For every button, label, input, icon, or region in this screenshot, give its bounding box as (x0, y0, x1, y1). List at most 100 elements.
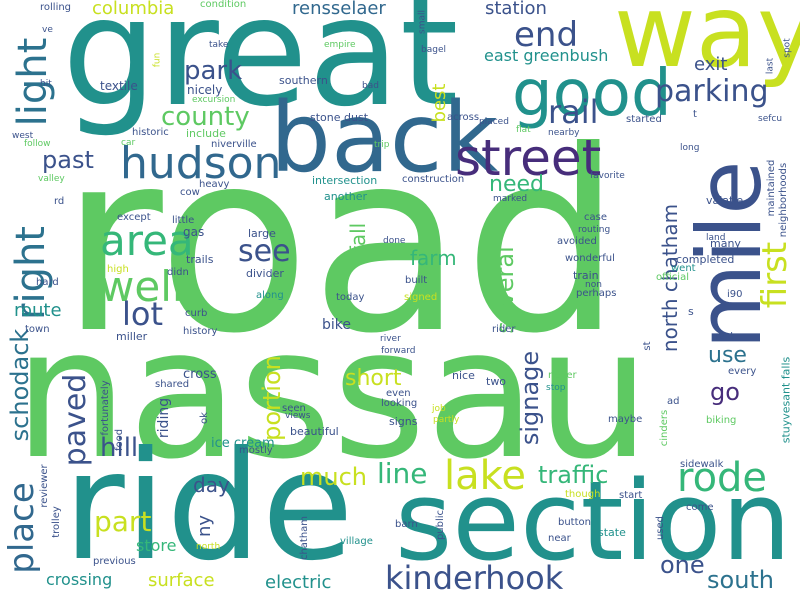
word-condition: condition (200, 0, 247, 10)
word-didn: didn (167, 267, 189, 278)
word-valley: valley (38, 174, 65, 184)
word-street: street (455, 129, 602, 187)
word-construction: construction (402, 174, 465, 185)
word-well: well (100, 262, 184, 311)
word-non: non (585, 280, 602, 290)
word-hard: hard (36, 277, 59, 288)
word-rail: rail (548, 93, 599, 131)
word-stuyvesant-falls: stuyvesant falls (779, 356, 793, 444)
word-placed: placed (479, 117, 509, 127)
word-hudson: hudson (120, 138, 282, 189)
word-rolling: rolling (40, 2, 72, 13)
word-large: large (248, 227, 276, 240)
word-park: park (184, 56, 243, 86)
word-sidewalk: sidewalk (680, 459, 724, 470)
word-go: go (710, 378, 740, 406)
word-valatie: valatie (706, 194, 744, 207)
word-biking: biking (706, 415, 737, 426)
word-food: food (114, 428, 125, 452)
word-forward: forward (381, 346, 416, 356)
word-stone-dust: stone dust (310, 111, 369, 124)
word-intersection: intersection (312, 174, 378, 187)
word-job: job (432, 404, 446, 414)
word-textile: textile (100, 79, 138, 93)
word-ny: ny (194, 514, 215, 538)
word-partly: partly (433, 415, 460, 425)
word-nassau: nassau (14, 290, 651, 499)
word-surface: surface (148, 570, 215, 591)
word-trails: trails (186, 253, 214, 266)
word-neighborhoods: neighborhoods (778, 162, 789, 238)
word-end: end (514, 15, 579, 55)
word-ice-cream: ice cream (211, 436, 275, 451)
word-reviewer: reviewer (39, 464, 50, 508)
word-back: back (270, 82, 499, 194)
word-curb: curb (185, 308, 208, 319)
word-area: area (100, 216, 194, 265)
word-farm: farm (410, 246, 457, 270)
word-last: last (765, 57, 776, 75)
word-s: s (688, 305, 694, 318)
word-store: store (136, 536, 177, 555)
word-views: views (285, 411, 311, 421)
word-niverville: niverville (211, 139, 257, 150)
word-i90: i90 (727, 289, 743, 300)
word-stop: stop (546, 383, 566, 393)
word-hill: hill (100, 433, 139, 463)
word-riding: riding (156, 397, 172, 439)
word-state: state (598, 526, 626, 539)
word-signs: signs (389, 415, 418, 428)
word-small: small (417, 10, 428, 34)
word-signage: signage (516, 350, 544, 446)
word-southern: southern (279, 74, 328, 87)
word-two: two (486, 375, 507, 388)
word-way: way (614, 0, 800, 90)
word-maintained: maintained (766, 159, 777, 217)
word-bagel: bagel (421, 45, 446, 55)
word-rider: rider (492, 324, 516, 335)
word-next: next (712, 331, 735, 342)
word-historic: historic (132, 127, 169, 138)
word-t: t (693, 109, 697, 120)
word-went: went (671, 263, 696, 274)
word-good: good (512, 57, 672, 131)
word-near: near (548, 533, 571, 544)
word-part: part (94, 505, 152, 538)
word-fun: fun (152, 52, 163, 68)
word-along: along (256, 290, 284, 301)
word-cinders: cinders (659, 409, 670, 447)
word-columbia: columbia (92, 0, 175, 19)
word-history: history (183, 326, 218, 337)
word-rd: rd (54, 196, 65, 207)
word-river: river (380, 334, 401, 344)
word-paved: paved (58, 373, 93, 467)
word-mostly: mostly (239, 445, 273, 456)
word-nicely: nicely (187, 83, 223, 97)
word-schodack: schodack (6, 328, 34, 442)
word-past: past (42, 146, 94, 174)
word-fortunately: fortunately (100, 380, 111, 436)
word-south: south (707, 566, 775, 594)
word-used: used (655, 515, 666, 541)
word-cross: cross (183, 367, 217, 382)
word-except: except (117, 212, 151, 223)
word-land: land (706, 233, 726, 243)
word-heavy: heavy (199, 179, 230, 190)
word-line: line (377, 457, 428, 490)
word-trip: trip (374, 140, 390, 150)
word-ok: ok (199, 412, 210, 424)
word-ve: ve (42, 25, 53, 35)
word-west: west (12, 131, 34, 141)
word-car: car (121, 138, 136, 148)
word-seen: seen (282, 403, 306, 414)
word-crossing: crossing (46, 570, 113, 589)
word-favorite: favorite (590, 171, 625, 181)
word-see: see (238, 234, 291, 269)
word-cow: cow (180, 187, 200, 198)
word-train: train (573, 269, 599, 282)
word-come: come (686, 502, 714, 513)
word-routing: routing (578, 225, 611, 235)
word-official: official (656, 272, 689, 283)
word-fall: fall (346, 222, 370, 254)
